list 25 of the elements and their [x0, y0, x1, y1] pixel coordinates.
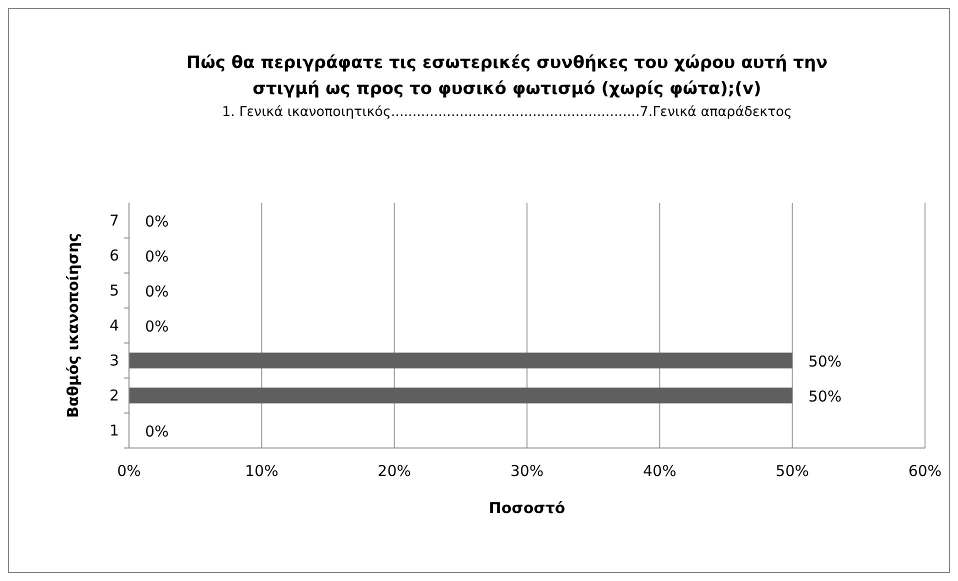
y-tick-label: 3: [109, 352, 119, 370]
x-tick-label: 30%: [510, 462, 544, 480]
x-axis-title: Ποσοστό: [488, 499, 566, 517]
x-tick-label: 40%: [642, 462, 676, 480]
y-tick-label: 7: [109, 212, 119, 230]
x-tick-label: 20%: [378, 462, 412, 480]
chart-subtitle: 1. Γενικά ικανοποιητικός..........................................................7.Γενικά απαράδεκτος: [222, 104, 792, 120]
x-tick-label: 60%: [908, 462, 942, 480]
data-label: 0%: [145, 282, 169, 300]
chart-title: Πώς θα περιγράφατε τις εσωτερικές συνθήκες του χώρου αυτή την στιγμή ως προς το φυσικό φωτισμό (χωρίς φώτα);(v): [186, 53, 828, 99]
data-label: 50%: [808, 352, 842, 370]
data-label: 0%: [145, 422, 169, 440]
x-tick-label: 0%: [117, 462, 141, 480]
y-tick-label: 4: [109, 316, 119, 334]
y-tick-label: 5: [109, 282, 119, 300]
data-label: 0%: [145, 318, 169, 336]
x-tick-label: 50%: [776, 462, 810, 480]
y-tick-label: 2: [109, 386, 119, 404]
data-label: 0%: [145, 212, 169, 230]
data-label: 50%: [808, 388, 842, 406]
data-label: 0%: [145, 248, 169, 266]
y-axis-title: Βαθμός ικανοποίησης: [64, 233, 82, 418]
y-tick-label: 1: [109, 422, 119, 440]
x-tick-label: 10%: [244, 462, 278, 480]
y-tick-label: 6: [109, 246, 119, 264]
